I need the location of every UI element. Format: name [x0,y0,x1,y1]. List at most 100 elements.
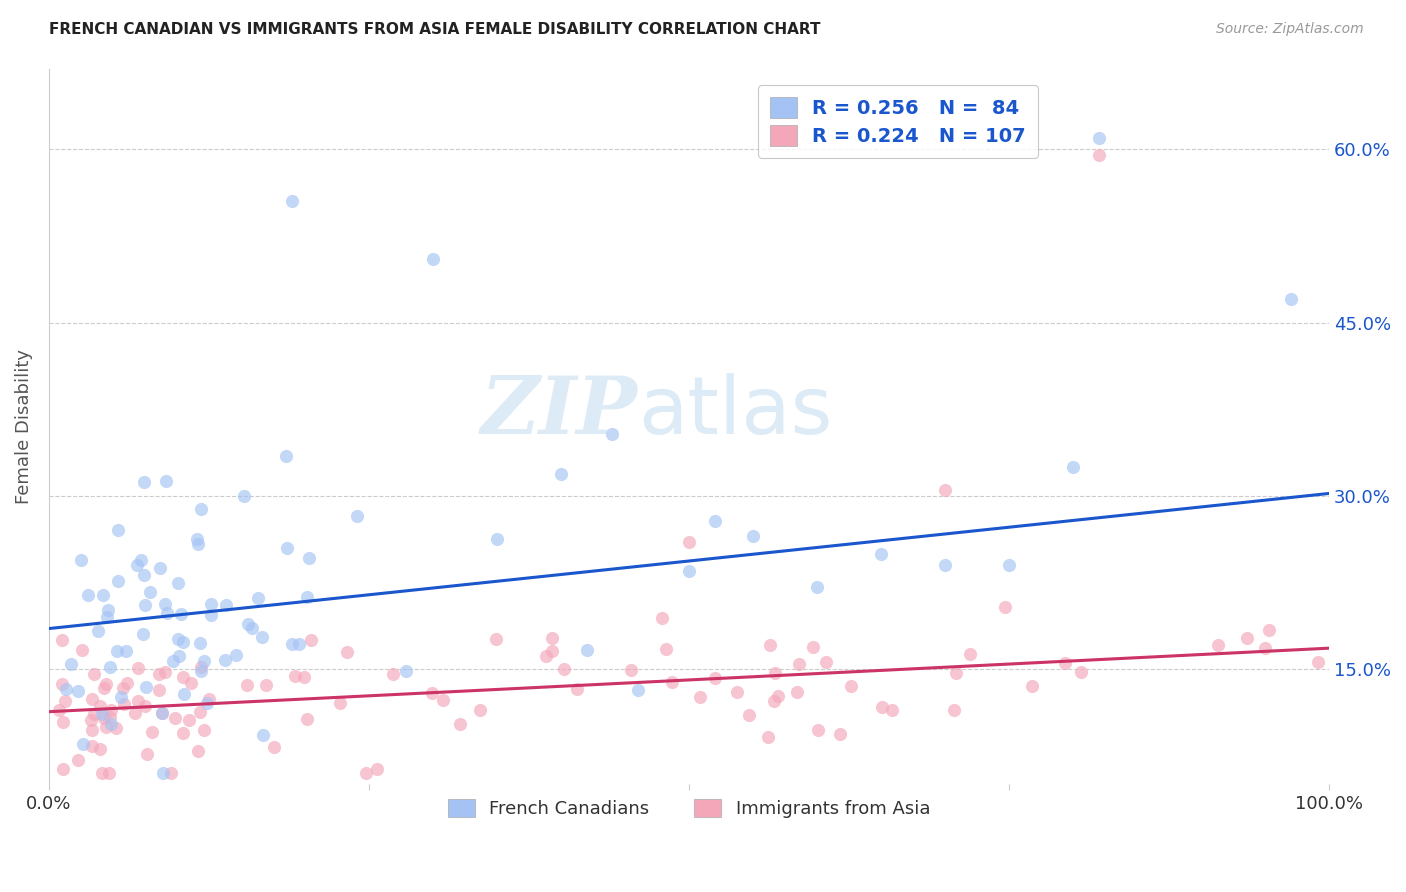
Point [170,607,193,621]
Point [48,703,70,717]
Point [98,709,121,723]
Point [1087,130,1109,145]
Point [1254,640,1277,655]
Point [188,705,211,719]
Point [737,708,759,723]
Point [153,665,176,680]
Point [200,597,222,611]
Point [655,641,678,656]
Point [96,610,118,624]
Text: Source: ZipAtlas.com: Source: ZipAtlas.com [1216,22,1364,37]
Point [52,714,75,729]
Point [550,467,572,481]
Point [190,501,212,516]
Point [235,678,257,692]
Legend: French Canadians, Immigrants from Asia: French Canadians, Immigrants from Asia [440,792,938,825]
Point [882,703,904,717]
Point [82,723,104,737]
Point [945,666,967,681]
Point [200,608,222,623]
Point [152,706,174,720]
Point [112,697,135,711]
Point [70,552,93,566]
Point [449,717,471,731]
Point [806,580,828,594]
Point [246,591,269,606]
Point [87,624,110,638]
Point [93,711,115,725]
Point [233,489,256,503]
Point [153,597,176,611]
Point [97,765,120,780]
Point [156,606,179,620]
Point [173,687,195,701]
Point [97,603,120,617]
Point [998,558,1021,572]
Point [600,426,623,441]
Point [288,637,311,651]
Point [167,632,190,647]
Point [51,632,73,647]
Point [214,653,236,667]
Point [725,685,748,699]
Point [193,723,215,737]
Point [252,728,274,742]
Point [336,645,359,659]
Point [1236,631,1258,645]
Point [98,660,121,674]
Point [1062,459,1084,474]
Point [167,649,190,664]
Point [756,730,779,744]
Point [704,671,727,685]
Point [198,691,221,706]
Point [766,690,789,704]
Point [94,720,117,734]
Point [172,726,194,740]
Point [148,682,170,697]
Point [422,252,444,266]
Point [131,626,153,640]
Point [105,644,128,658]
Point [100,703,122,717]
Point [105,721,128,735]
Point [149,560,172,574]
Point [366,762,388,776]
Point [1054,656,1077,670]
Point [276,541,298,556]
Point [276,450,298,464]
Point [943,702,966,716]
Point [870,547,893,561]
Point [236,616,259,631]
Point [70,642,93,657]
Point [627,683,650,698]
Point [541,632,564,646]
Point [89,741,111,756]
Point [828,727,851,741]
Point [111,681,134,695]
Point [93,588,115,602]
Point [254,677,277,691]
Point [134,568,156,582]
Point [786,685,808,699]
Point [136,747,159,762]
Point [124,706,146,721]
Point [346,508,368,523]
Point [240,621,263,635]
Point [1308,655,1330,669]
Point [193,654,215,668]
Point [763,666,786,681]
Point [1206,638,1229,652]
Point [356,765,378,780]
Point [190,665,212,679]
Point [107,523,129,537]
Point [141,725,163,739]
Point [162,654,184,668]
Point [575,643,598,657]
Point [1070,665,1092,680]
Point [160,765,183,780]
Point [839,680,862,694]
Point [959,648,981,662]
Point [127,694,149,708]
Point [870,699,893,714]
Point [59,657,82,672]
